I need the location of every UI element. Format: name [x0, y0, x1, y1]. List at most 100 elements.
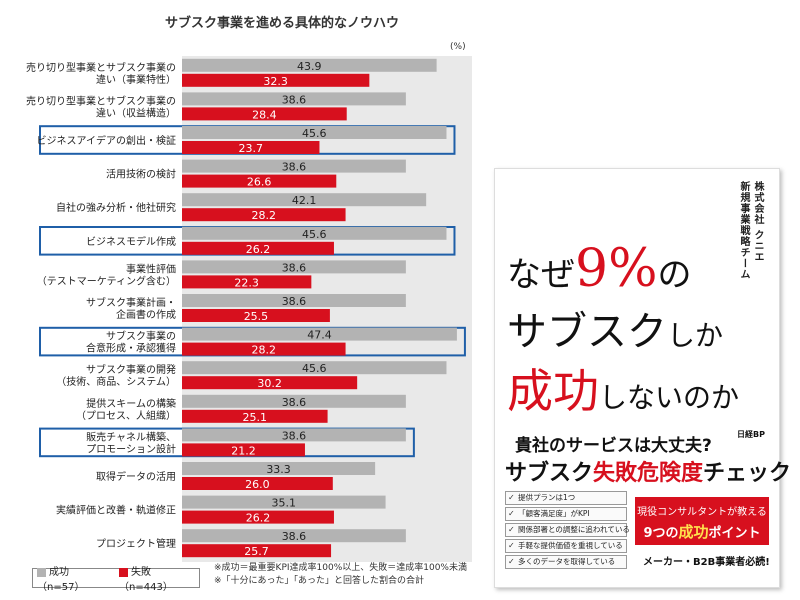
bar-failure: [182, 174, 337, 188]
promo-part: 9つの: [643, 526, 679, 541]
category-label: 活用技術の検討: [106, 168, 176, 181]
promo-line-2: 9つの成功ポイント: [635, 521, 769, 542]
bar-success: [182, 327, 457, 341]
bar-success: [182, 260, 406, 274]
publisher-logo: 日経BP: [737, 430, 765, 439]
checklist-item: 関係部署との調整に追われている: [505, 523, 630, 537]
bar-success: [182, 92, 406, 106]
category-label: 事業性評価（テストマーケティング含む）: [37, 262, 176, 287]
data-label-success: 38.6: [282, 396, 307, 409]
data-label-failure: 25.5: [244, 310, 269, 323]
data-label-failure: 26.2: [246, 243, 270, 256]
checklist-item: 「顧客満足度」がKPI: [505, 507, 627, 521]
bar-success: [182, 294, 406, 307]
checklist: 提供プランは1つ 「顧客満足度」がKPI 関係部署との調整に追われている 手軽な…: [505, 491, 630, 571]
data-label-failure: 30.2: [257, 377, 282, 390]
data-label-failure: 25.7: [244, 545, 269, 558]
bar-success: [182, 495, 386, 509]
chart-panel: サブスク事業を進める具体的なノウハウ (%) 売り切り型事業とサブスク事業の違い…: [26, 12, 472, 593]
bar-failure: [182, 141, 320, 154]
bar-success: [182, 529, 406, 543]
bar-success: [182, 159, 406, 173]
data-label-failure: 28.4: [252, 108, 277, 121]
category-label: 販売チャネル構築、プロモーション設計: [86, 430, 176, 455]
subtitle-part: サブスク: [505, 461, 594, 486]
bar-failure: [182, 510, 334, 524]
category-label: サブスク事業の合意形成・承認獲得: [86, 330, 176, 355]
bar-failure: [182, 477, 333, 490]
category-label: 提供スキームの構築（プロセス、人組織）: [76, 397, 176, 422]
category-label: 実績評価と改善・軌道修正: [56, 504, 176, 517]
category-label: 取得データの活用: [96, 470, 176, 483]
data-label-success: 42.1: [292, 194, 317, 207]
book-tagline: メーカー・B2B事業者必読!: [643, 557, 770, 568]
category-label: サブスク事業計画・企画書の作成: [86, 296, 176, 321]
bar-failure: [182, 544, 332, 558]
checklist-item: 手軽な提供価値を重視している: [505, 539, 627, 553]
data-label-success: 45.6: [302, 127, 327, 140]
promo-box: 現役コンサルタントが教える 9つの成功ポイント: [635, 497, 769, 545]
unit-label: (%): [450, 42, 466, 52]
legend-label-failure: 失敗（n=443）: [119, 567, 173, 593]
book-title-line-1: なぜ9%の: [507, 239, 692, 299]
data-label-failure: 26.2: [246, 512, 270, 525]
data-label-success: 47.4: [307, 329, 332, 342]
bar-success: [182, 193, 427, 207]
data-label-failure: 25.1: [243, 411, 267, 424]
category-label: 売り切り型事業とサブスク事業の違い（収益構造）: [26, 94, 176, 119]
title-part: なぜ: [507, 255, 575, 295]
category-label: 自社の強み分析・他社研究: [56, 201, 176, 214]
bar-success: [182, 361, 447, 375]
chart-notes: ※成功＝最重要KPI達成率100%以上、失敗＝達成率100%未満 ※「十分にあっ…: [214, 562, 484, 588]
data-label-success: 43.9: [297, 60, 322, 73]
category-label: サブスク事業の開発（技術、商品、システム）: [56, 363, 176, 388]
checklist-item: 提供プランは1つ: [505, 491, 627, 505]
bar-success: [182, 428, 406, 442]
book-title-line-2: サブスクしか: [507, 299, 723, 357]
data-label-failure: 23.7: [238, 142, 262, 155]
note-1: ※成功＝最重要KPI達成率100%以上、失敗＝達成率100%未満: [214, 563, 467, 573]
data-label-success: 38.6: [282, 429, 307, 442]
bar-failure: [182, 342, 346, 356]
chart-title: サブスク事業を進める具体的なノウハウ: [164, 16, 399, 31]
category-label: 売り切り型事業とサブスク事業の違い（事業特性）: [26, 61, 176, 86]
bar-chart: 売り切り型事業とサブスク事業の違い（事業特性） 43.9 32.3 売り切り型事業とサ…: [26, 58, 466, 558]
title-part: の: [657, 255, 692, 295]
bar-failure: [182, 409, 328, 423]
data-label-success: 38.6: [282, 161, 307, 174]
book-title-line-3: 成功しないのか: [507, 355, 739, 421]
data-label-success: 35.1: [272, 497, 297, 510]
legend-item-failure: 失敗（n=443）: [119, 563, 199, 593]
data-label-success: 33.3: [266, 463, 291, 476]
bar-failure: [182, 208, 346, 222]
note-2: ※「十分にあった」「あった」と回答した割合の合計: [214, 576, 425, 586]
bar-failure: [182, 275, 312, 289]
bar-failure: [182, 443, 305, 457]
bar-failure: [182, 73, 370, 87]
data-label-success: 38.6: [282, 93, 307, 106]
data-label-success: 38.6: [282, 295, 307, 308]
title-part: しないのか: [599, 381, 740, 414]
bar-success: [182, 126, 447, 139]
subtitle-part: チェック: [703, 461, 792, 486]
category-label: プロジェクト管理: [96, 537, 176, 550]
bar-success: [182, 58, 437, 72]
data-label-failure: 32.3: [263, 75, 288, 88]
author-company: 株式会社 クニエ: [752, 181, 763, 263]
data-label-success: 38.6: [282, 261, 307, 274]
bar-failure: [182, 309, 330, 322]
data-label-failure: 22.3: [234, 276, 258, 289]
promo-line-1: 現役コンサルタントが教える: [637, 507, 767, 518]
data-label-success: 45.6: [302, 228, 327, 241]
promo-part: ポイント: [708, 526, 761, 541]
data-label-failure: 26.0: [245, 478, 270, 491]
bar-failure: [182, 376, 358, 390]
data-label-failure: 26.6: [247, 176, 272, 189]
data-label-failure: 28.2: [252, 344, 277, 357]
title-part: しか: [667, 319, 724, 352]
data-label-failure: 28.2: [252, 209, 277, 222]
bar-success: [182, 226, 447, 240]
data-label-success: 45.6: [302, 362, 327, 375]
book-cover: 株式会社 クニエ 新規事業戦略チーム なぜ9%の サブスクしか 成功しないのか …: [494, 168, 791, 588]
bar-success: [182, 394, 406, 408]
